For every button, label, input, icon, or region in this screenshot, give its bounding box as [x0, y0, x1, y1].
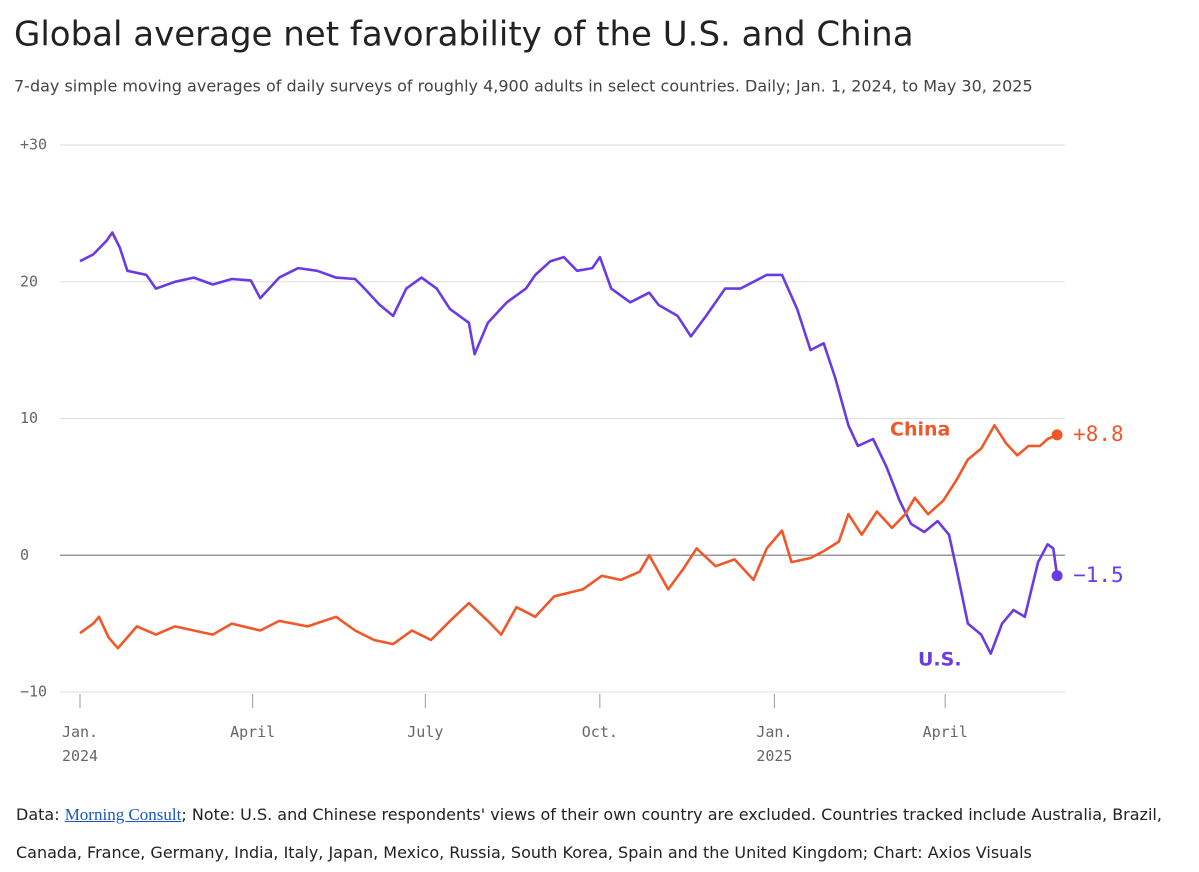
series-name-label: China [890, 419, 950, 441]
series-line [79, 424, 1058, 650]
end-point [1051, 570, 1063, 582]
y-tick-label: +30 [20, 136, 47, 154]
end-value-label: +8.8 [1073, 422, 1124, 446]
series-line [79, 231, 1059, 655]
x-tick-label: Jan. 2025 [756, 723, 792, 765]
x-tick-label: Oct. [582, 723, 618, 741]
end-value-label: −1.5 [1073, 563, 1124, 587]
source-link[interactable]: Morning Consult [64, 805, 182, 824]
chart-subtitle: 7-day simple moving averages of daily su… [14, 77, 1033, 96]
y-tick-label: 0 [20, 546, 29, 564]
x-tick-label: April [230, 723, 275, 741]
footer-note: ; Note: U.S. and Chinese respondents' vi… [16, 805, 1162, 862]
chart-title: Global average net favorability of the U… [14, 15, 914, 55]
y-tick-label: 20 [20, 272, 38, 290]
series-name-label: U.S. [918, 649, 962, 671]
end-point [1051, 429, 1063, 441]
footer: Data: Morning Consult; Note: U.S. and Ch… [16, 796, 1196, 872]
y-tick-label: −10 [20, 683, 47, 701]
x-tick-label: April [923, 723, 968, 741]
y-tick-label: 10 [20, 409, 38, 427]
x-tick-label: Jan. 2024 [62, 723, 98, 765]
x-tick-label: July [407, 723, 443, 741]
chart: Global average net favorability of the U… [14, 15, 1124, 765]
footer-prefix: Data: [16, 805, 65, 824]
